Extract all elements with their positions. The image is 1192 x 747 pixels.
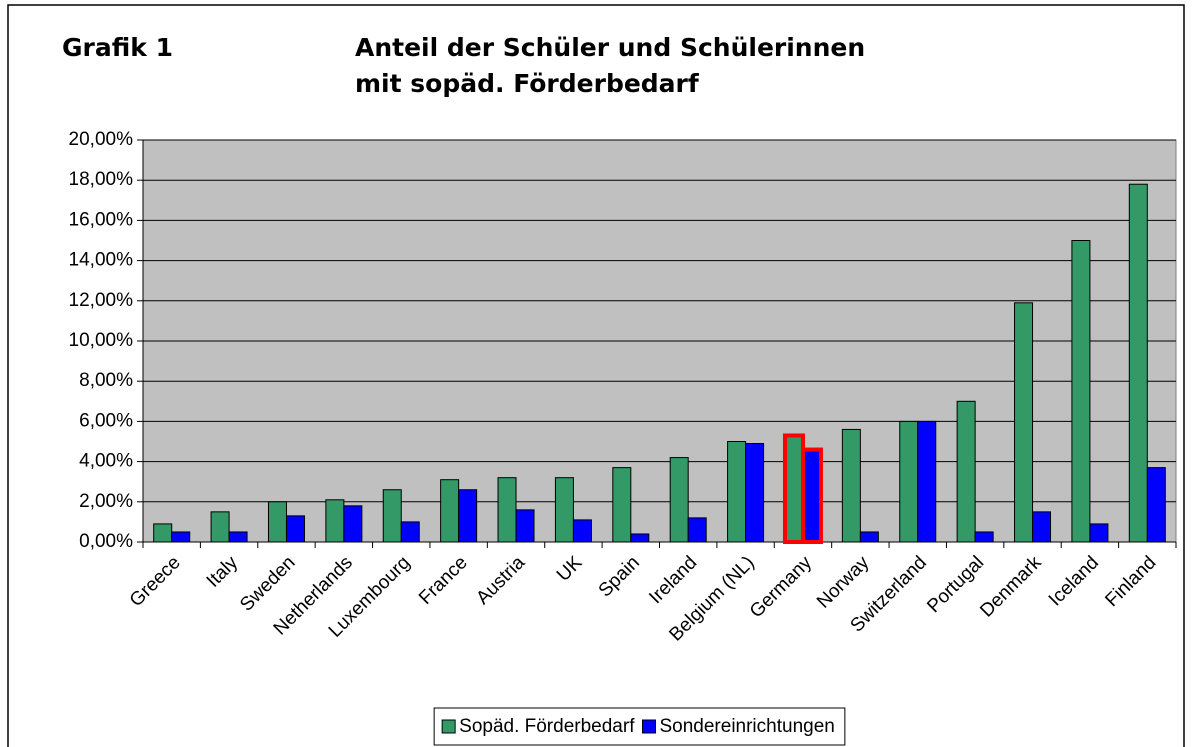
y-tick-label: 16,00% (69, 209, 134, 230)
legend: Sopäd. Förderbedarf Sondereinrichtungen (433, 707, 846, 746)
y-tick-label: 8,00% (79, 370, 133, 391)
y-tick-label: 6,00% (79, 410, 133, 431)
bar (612, 467, 632, 543)
y-tick-label: 18,00% (69, 169, 134, 190)
bar (1089, 523, 1109, 543)
bar (1071, 240, 1091, 543)
x-tick-label: Italy (203, 552, 243, 592)
bar (669, 457, 689, 543)
bar (1146, 467, 1166, 543)
bar (210, 511, 230, 543)
bar (917, 420, 937, 543)
bar (1014, 302, 1034, 543)
legend-box (433, 707, 846, 746)
x-tick-label: Denmark (976, 552, 1046, 622)
bar (1128, 183, 1148, 543)
x-tick-label: Spain (595, 552, 644, 601)
x-tick-label: Iceland (1045, 552, 1103, 610)
bar (400, 521, 420, 543)
bar (800, 447, 823, 545)
bar (458, 489, 478, 543)
bar (171, 531, 191, 543)
bar (630, 533, 650, 543)
x-tick-label: Greece (126, 552, 185, 611)
x-tick-label: UK (553, 552, 587, 586)
bar (153, 523, 173, 543)
bar (515, 509, 535, 543)
bar (841, 428, 861, 543)
y-tick-label: 2,00% (79, 491, 133, 512)
bar (956, 400, 976, 543)
bar (382, 489, 402, 543)
legend-label: Sopäd. Förderbedarf (459, 716, 635, 737)
bar (554, 477, 574, 543)
bar (1032, 511, 1052, 543)
y-tick-label: 20,00% (69, 129, 134, 150)
frame (7, 4, 1185, 747)
x-tick-label: France (415, 552, 472, 609)
y-tick-label: 10,00% (69, 330, 134, 351)
x-tick-label: Ireland (645, 552, 701, 608)
bar (782, 433, 805, 544)
bar (343, 505, 363, 543)
x-tick-label: Finland (1101, 552, 1160, 611)
y-tick-label: 12,00% (69, 290, 134, 311)
bar (859, 531, 879, 543)
x-tick-label: Germany (746, 552, 816, 622)
y-tick-label: 4,00% (79, 451, 133, 472)
bar (325, 499, 345, 543)
legend-label: Sondereinrichtungen (659, 716, 834, 737)
legend-swatch (441, 719, 456, 734)
bar (267, 501, 287, 543)
chart-title: Anteil der Schüler und Schülerinnen mit … (355, 33, 866, 98)
y-tick-label: 14,00% (69, 250, 134, 271)
bar (572, 519, 592, 543)
x-tick-label: Austria (472, 552, 529, 609)
y-tick-label: 0,00% (79, 531, 133, 552)
bar (285, 515, 305, 543)
bar (974, 531, 994, 543)
bar (440, 479, 460, 543)
bar (745, 443, 765, 543)
chart-label: Grafik 1 (62, 33, 173, 62)
bar (228, 531, 248, 543)
bar (899, 420, 919, 543)
legend-swatch (641, 719, 656, 734)
bar (497, 477, 517, 543)
bar (727, 441, 747, 543)
bar (687, 517, 707, 543)
